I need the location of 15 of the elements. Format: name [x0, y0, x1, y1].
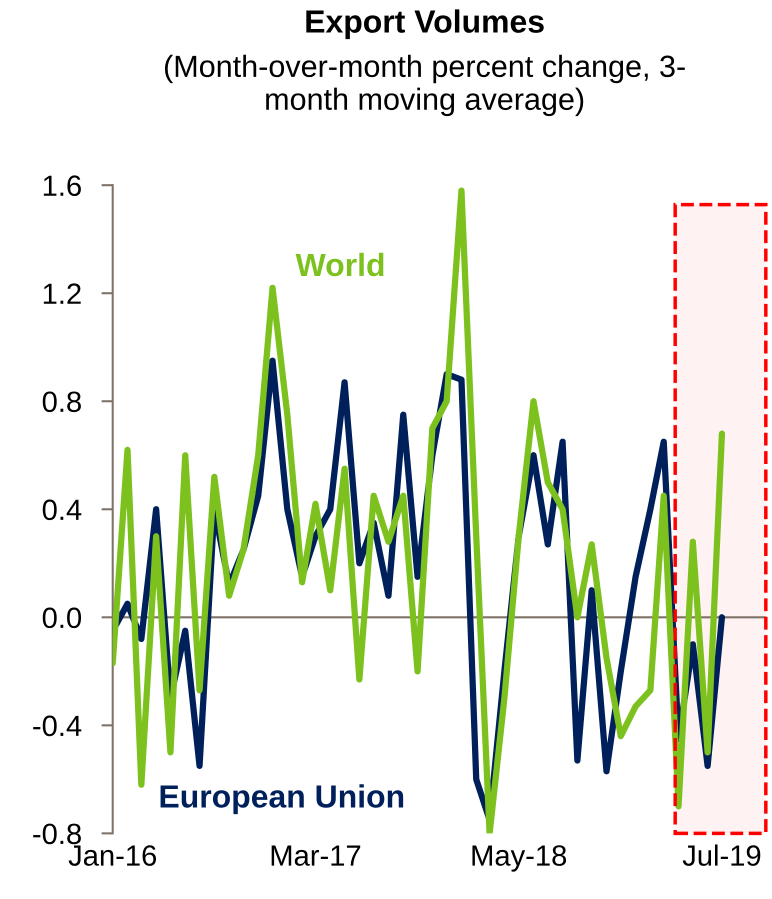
y-tick-label: 0.8 [42, 391, 81, 412]
chart-title: Export Volumes [306, 9, 544, 40]
y-tick-label: -0.8 [33, 824, 81, 844]
y-tick-label: 1.2 [44, 283, 81, 304]
x-tick-label: Jan-16 [68, 845, 156, 866]
chart-subtitle: (Month-over-month percent change, 3- month moving average) [164, 54, 685, 116]
x-tick-label: Mar-17 [272, 846, 360, 866]
series-label: European Union [160, 784, 404, 814]
x-tick-label: Jul-19 [682, 844, 760, 866]
y-tick-label: -0.4 [33, 716, 82, 736]
y-tick-label: 1.6 [44, 175, 81, 196]
y-tick-label: 0.4 [42, 499, 82, 520]
x-tick-label: May-18 [472, 845, 566, 872]
y-tick-label: 0.0 [42, 608, 82, 628]
series-label: World [296, 252, 384, 276]
